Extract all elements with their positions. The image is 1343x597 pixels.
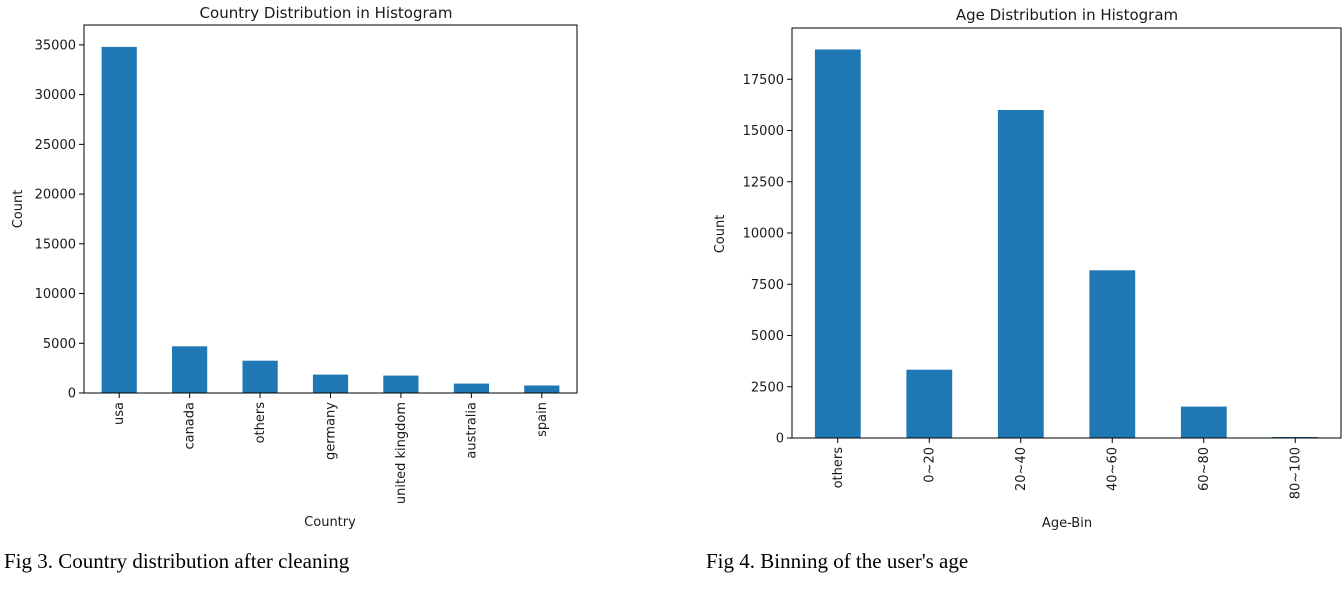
figure-4-caption: Fig 4. Binning of the user's age (706, 549, 968, 573)
age-chart-x-tick-label: 0~20 (922, 447, 937, 483)
country-chart-y-tick-label: 20000 (35, 188, 76, 203)
country-chart-plot-frame (83, 24, 578, 394)
age-chart-bar-3 (1089, 270, 1136, 438)
age-chart-title: Age Distribution in Histogram (956, 6, 1178, 24)
age-chart-bar-4 (1180, 406, 1227, 438)
country-chart-title: Country Distribution in Histogram (200, 4, 453, 22)
age-chart-y-tick-label: 15000 (743, 124, 784, 139)
country-chart-x-ticks: usa canada others germany united kingdom aust… (112, 393, 550, 504)
country-chart-bar-2 (242, 360, 278, 393)
country-chart-y-tick-label: 10000 (35, 287, 76, 302)
age-chart-x-tick-label: 60~80 (1197, 447, 1212, 491)
age-chart-y-tick-label: 7500 (751, 278, 784, 293)
country-chart-y-tick-label: 5000 (43, 337, 76, 352)
age-chart-y-axis-label: Count (713, 215, 728, 254)
age-chart-plot-frame (791, 27, 1342, 439)
country-chart-x-tick-label: germany (324, 402, 339, 460)
age-chart-bar-1 (906, 369, 953, 438)
age-chart-y-tick-label: 2500 (751, 380, 784, 395)
age-chart-x-tick-label: others (831, 447, 846, 489)
country-chart-bar-0 (101, 46, 137, 394)
age-chart-x-axis-label: Age-Bin (1042, 516, 1092, 531)
country-chart-y-tick-label: 0 (68, 387, 76, 402)
country-chart-y-tick-label: 15000 (35, 237, 76, 252)
country-chart-x-tick-label: canada (183, 402, 198, 450)
country-chart-x-tick-label: spain (535, 402, 550, 437)
country-chart-x-axis-label: Country (304, 515, 356, 530)
age-chart-y-tick-label: 0 (776, 432, 784, 447)
country-chart-y-axis-label: Count (11, 190, 26, 229)
country-chart-bars (101, 46, 560, 394)
age-chart-y-ticks: 0 2500 5000 7500 10000 12500 15000 17500 (743, 73, 792, 447)
age-chart-y-tick-label: 12500 (743, 175, 784, 190)
age-chart: Age Distribution in Histogram 0 2500 5000 7… (713, 6, 1342, 531)
country-chart: Country Distribution in Histogram 0 5000 1… (11, 4, 578, 530)
age-chart-y-tick-label: 10000 (743, 227, 784, 242)
age-chart-y-tick-label: 17500 (743, 73, 784, 88)
country-chart-x-tick-label: usa (112, 402, 127, 425)
country-chart-y-tick-label: 30000 (35, 88, 76, 103)
age-chart-y-tick-label: 5000 (751, 329, 784, 344)
country-chart-bar-3 (312, 374, 349, 393)
age-chart-x-ticks: others 0~20 20~40 40~60 60~80 80~100 (831, 438, 1303, 499)
country-chart-y-tick-label: 25000 (35, 138, 76, 153)
age-chart-x-tick-label: 40~60 (1105, 447, 1120, 491)
country-chart-y-tick-label: 35000 (35, 38, 76, 53)
country-chart-bar-5 (453, 383, 489, 393)
country-chart-x-tick-label: united kingdom (394, 402, 409, 504)
country-chart-x-tick-label: others (253, 402, 268, 444)
country-chart-y-ticks: 0 5000 10000 15000 20000 25000 30000 35000 (35, 38, 84, 402)
country-chart-bar-1 (172, 346, 208, 393)
age-chart-x-tick-label: 20~40 (1014, 447, 1029, 491)
country-chart-bar-6 (524, 385, 560, 393)
country-chart-bar-4 (383, 375, 419, 393)
age-chart-x-tick-label: 80~100 (1288, 447, 1303, 499)
age-chart-bar-2 (997, 110, 1044, 438)
age-chart-bar-0 (814, 49, 861, 438)
age-chart-bars (814, 49, 1319, 438)
figure-3-caption: Fig 3. Country distribution after cleani… (4, 549, 350, 573)
country-chart-x-tick-label: australia (464, 402, 479, 459)
